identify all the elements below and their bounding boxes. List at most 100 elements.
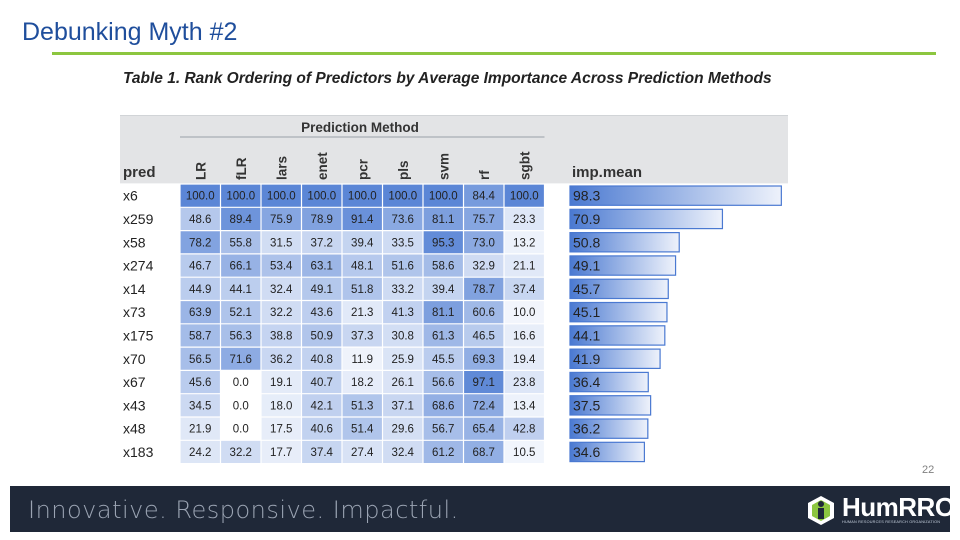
heat-cell [261, 440, 302, 464]
heat-cell [504, 370, 545, 394]
heat-cell [220, 440, 261, 464]
heat-cell [504, 253, 545, 278]
heat-cell [261, 207, 302, 231]
mean-value: 50.8 [573, 234, 600, 250]
cell-value: 37.4 [513, 284, 536, 296]
heat-cell [220, 323, 261, 348]
cell-value: 75.7 [473, 214, 495, 226]
heat-cell [382, 300, 423, 324]
cell-value: 51.8 [351, 284, 373, 296]
footer-bar: Innovative. Responsive. Impactful. HumRR… [10, 486, 960, 532]
cell-value: 58.7 [189, 330, 211, 342]
row-label-x73: x73 [123, 304, 146, 320]
method-header-rf: rf [477, 170, 492, 180]
cell-value: 45.5 [432, 354, 454, 366]
heat-cell [423, 440, 464, 464]
heat-cell [180, 323, 221, 348]
method-header-sgbt: sgbt [517, 151, 532, 180]
cell-value: 58.6 [432, 261, 454, 273]
cell-value: 29.6 [392, 424, 414, 436]
heat-cell [463, 370, 504, 394]
mean-value: 44.1 [573, 327, 600, 343]
heat-cell [180, 300, 221, 324]
heat-cell [180, 370, 221, 394]
pred-column-header: pred [123, 164, 156, 181]
cell-value: 56.5 [189, 354, 211, 366]
prediction-method-header: Prediction Method [301, 120, 419, 135]
cell-value: 10.0 [513, 307, 535, 319]
heat-cell [342, 184, 383, 208]
cell-value: 13.4 [513, 400, 536, 412]
cell-value: 21.9 [189, 424, 211, 436]
method-header-lr: LR [193, 162, 208, 180]
mean-value: 49.1 [573, 258, 600, 274]
heat-cell [342, 253, 383, 278]
cell-value: 55.8 [230, 237, 252, 249]
heat-cell [261, 300, 302, 324]
mean-value: 36.4 [573, 374, 600, 390]
heat-cell [301, 323, 342, 348]
heat-cell [423, 323, 464, 348]
row-label-x6: x6 [123, 188, 138, 204]
cell-value: 25.9 [392, 354, 414, 366]
cell-value: 65.4 [473, 424, 496, 436]
cell-value: 34.5 [189, 400, 211, 412]
cell-value: 97.1 [473, 377, 495, 389]
cell-value: 42.8 [513, 424, 535, 436]
cell-value: 44.1 [230, 284, 252, 296]
heat-cell [463, 253, 504, 278]
method-header-flr: fLR [234, 157, 249, 180]
cell-value: 16.6 [513, 330, 535, 342]
heat-cell [180, 393, 221, 417]
heat-cell [463, 207, 504, 231]
heat-cell [504, 184, 545, 208]
heat-cell [423, 207, 464, 231]
cell-value: 61.3 [432, 330, 454, 342]
cell-value: 52.1 [230, 307, 252, 319]
heat-cell [423, 277, 464, 301]
mean-bar [569, 278, 669, 300]
heat-cell [382, 184, 423, 208]
mean-bar [569, 208, 724, 230]
cell-value: 68.7 [473, 447, 495, 459]
mean-value: 45.7 [573, 281, 600, 297]
heat-cell [504, 347, 545, 371]
heat-cell [382, 323, 423, 348]
cell-value: 36.2 [270, 354, 292, 366]
heat-cell [180, 440, 221, 464]
cell-value: 19.4 [513, 354, 536, 366]
heat-cell [504, 417, 545, 441]
heat-cell [342, 323, 383, 348]
heat-cell [261, 253, 302, 278]
heat-cell [220, 417, 261, 441]
heat-cell [382, 207, 423, 231]
heat-cell [504, 230, 545, 254]
mean-bar [569, 371, 649, 393]
cell-value: 46.7 [189, 261, 211, 273]
title-rule [52, 52, 936, 55]
heat-cell [463, 230, 504, 254]
heat-cell [342, 277, 383, 301]
heat-cell [180, 230, 221, 254]
heat-cell [504, 440, 545, 464]
cell-value: 72.4 [473, 400, 496, 412]
method-header-lars: lars [274, 156, 289, 180]
heat-cell [301, 300, 342, 324]
heat-cell [220, 207, 261, 231]
cell-value: 66.1 [230, 261, 252, 273]
method-header-svm: svm [436, 153, 451, 180]
heat-cell [342, 417, 383, 441]
heat-cell [301, 277, 342, 301]
heat-cell [261, 230, 302, 254]
mean-value: 36.2 [573, 421, 600, 437]
cell-value: 43.6 [311, 307, 333, 319]
cell-value: 51.3 [351, 400, 373, 412]
cell-value: 23.3 [513, 214, 535, 226]
method-header-pls: pls [396, 160, 411, 180]
mean-bar [569, 185, 782, 206]
heat-cell [301, 370, 342, 394]
heat-cell [220, 184, 261, 208]
heat-cell [180, 417, 221, 441]
heat-cell [463, 417, 504, 441]
heat-cell [220, 300, 261, 324]
